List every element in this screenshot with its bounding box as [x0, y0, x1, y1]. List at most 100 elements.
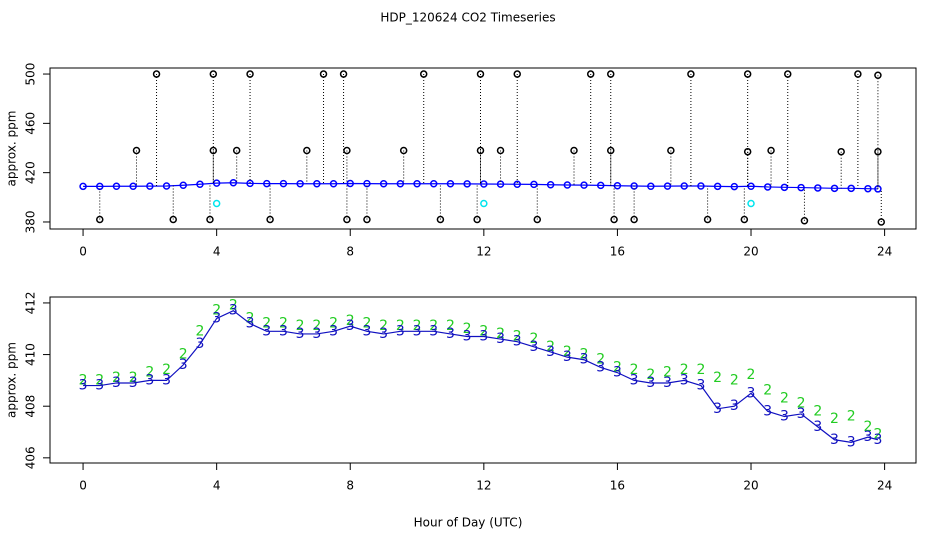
point: 2: [596, 352, 605, 368]
point: [446, 180, 455, 188]
point: [96, 215, 104, 224]
point: 2: [747, 367, 756, 383]
point: [476, 70, 485, 78]
point: [533, 215, 542, 224]
point: 3: [396, 323, 405, 339]
point: [563, 181, 572, 189]
point: [413, 180, 421, 188]
point: [630, 215, 638, 224]
point: 2: [246, 310, 255, 326]
point: [747, 182, 755, 190]
point: 2: [296, 318, 305, 334]
point: [339, 70, 348, 78]
point: [436, 215, 445, 224]
point: [146, 182, 154, 190]
y-tick-label: 380: [24, 211, 38, 234]
point: 2: [797, 396, 806, 412]
point: 2: [780, 390, 789, 406]
x-tick-label: 0: [79, 245, 87, 259]
point: [132, 146, 141, 155]
point: 2: [329, 316, 338, 332]
x-tick-label: 24: [877, 479, 892, 493]
x-tick-label: 8: [346, 245, 354, 259]
point: 3: [630, 372, 639, 388]
point: 3: [229, 303, 238, 319]
point: 2: [563, 344, 572, 360]
point: 2: [513, 328, 522, 344]
point: [606, 146, 615, 155]
point: [530, 180, 538, 189]
point: [303, 146, 311, 155]
point: [837, 147, 845, 156]
x-axis-label: Hour of Day (UTC): [414, 516, 523, 530]
y-tick-label: 410: [24, 343, 38, 366]
x-tick-label: 20: [743, 479, 758, 493]
point: [162, 182, 171, 190]
point: 3: [346, 318, 355, 334]
point: [747, 199, 755, 208]
point: [610, 215, 618, 224]
point: [874, 71, 882, 80]
point: 2: [613, 359, 622, 375]
point: [129, 182, 137, 190]
point: 3: [613, 365, 622, 381]
point: [703, 215, 712, 224]
point: 2: [262, 316, 271, 332]
point: [847, 184, 855, 193]
y-tick-label: 420: [24, 161, 38, 184]
x-tick-label: 4: [213, 245, 221, 259]
point: 2: [379, 318, 388, 334]
point: 2: [179, 347, 188, 363]
point: [246, 70, 254, 78]
point: 2: [212, 303, 221, 319]
point: [743, 147, 752, 156]
point: [480, 199, 488, 208]
point: [279, 179, 288, 188]
point: 2: [529, 331, 538, 347]
point: [780, 183, 789, 192]
point: 3: [195, 336, 204, 352]
point: [79, 182, 87, 191]
point: 2: [446, 318, 455, 334]
point: [296, 180, 304, 188]
y-tick-label: 412: [24, 291, 38, 314]
plot-frame: [49, 296, 917, 464]
point: [263, 179, 271, 188]
point: 3: [680, 372, 689, 388]
point: [343, 215, 351, 224]
y-tick-label: 500: [24, 63, 38, 86]
point: 3: [813, 419, 822, 435]
point: 3: [830, 432, 839, 448]
point: 3: [79, 378, 88, 394]
point: 3: [429, 323, 438, 339]
point: [784, 70, 792, 78]
point: 3: [713, 401, 722, 417]
point: 2: [463, 321, 472, 337]
point: 2: [873, 427, 882, 443]
point: 3: [463, 328, 472, 344]
point: 3: [129, 375, 138, 391]
point: [743, 70, 752, 78]
point: [463, 180, 471, 188]
x-tick-label: 20: [743, 245, 758, 259]
x-tick-label: 24: [877, 245, 892, 259]
point: 2: [479, 323, 488, 339]
point: 2: [279, 316, 288, 332]
point: [697, 182, 705, 190]
point: 3: [696, 378, 705, 394]
point: [496, 146, 505, 155]
point: [596, 181, 605, 190]
point: 3: [780, 409, 789, 425]
point: [112, 182, 121, 190]
x-tick-label: 12: [476, 479, 491, 493]
point: 2: [713, 370, 722, 386]
point: [363, 215, 371, 224]
point: [313, 180, 321, 188]
y-tick-label: 408: [24, 395, 38, 418]
point: [419, 70, 428, 78]
point: 3: [580, 352, 589, 368]
point: 2: [646, 367, 655, 383]
point: [229, 179, 238, 187]
point: [854, 70, 862, 78]
point: [874, 147, 882, 156]
